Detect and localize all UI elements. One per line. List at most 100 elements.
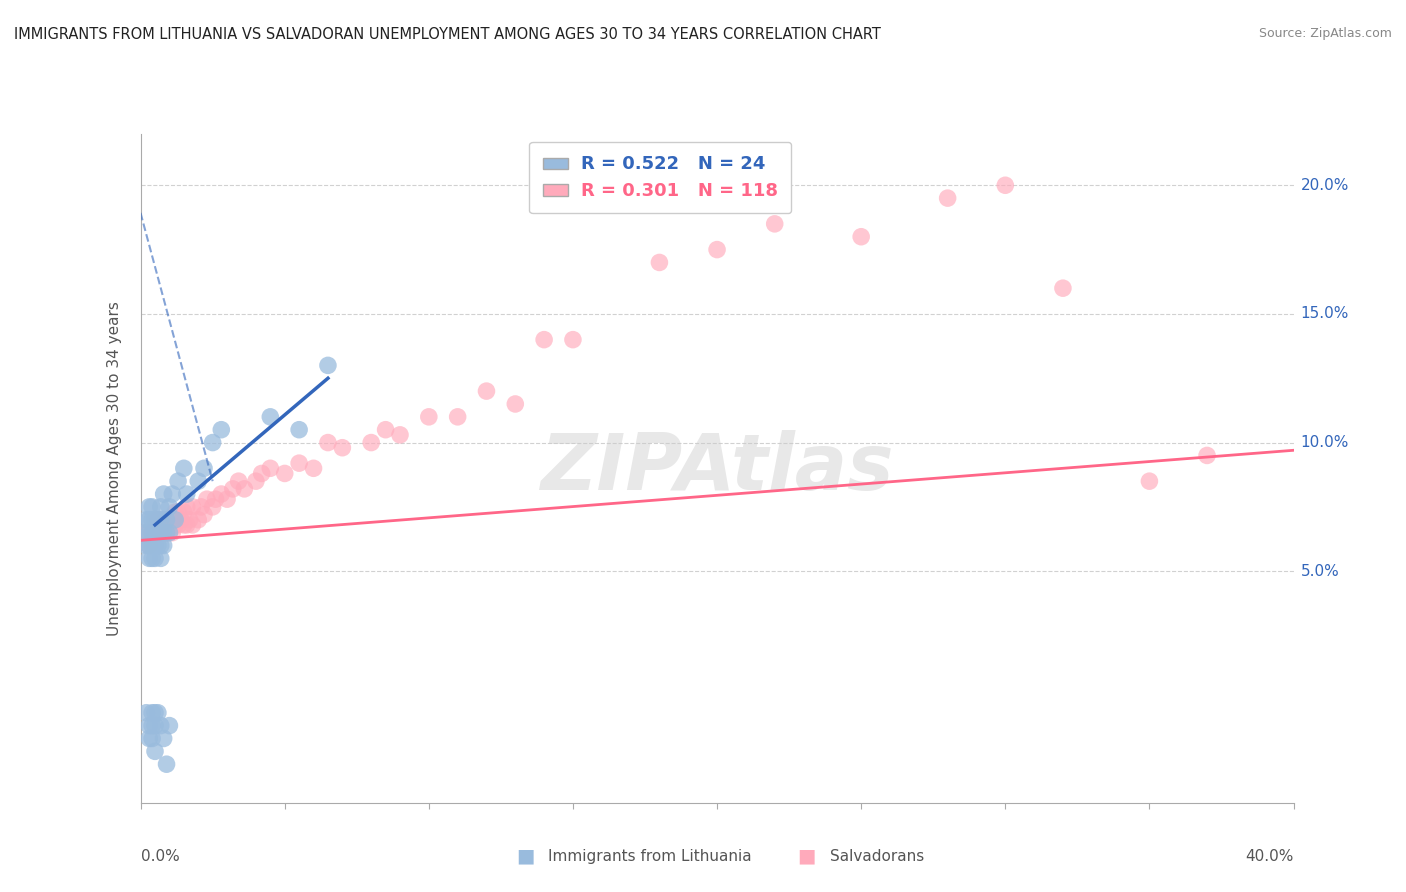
Text: Source: ZipAtlas.com: Source: ZipAtlas.com bbox=[1258, 27, 1392, 40]
Text: 15.0%: 15.0% bbox=[1301, 307, 1348, 321]
Point bbox=[138, 718, 160, 732]
Point bbox=[143, 513, 166, 527]
Point bbox=[503, 397, 526, 411]
Point bbox=[149, 525, 172, 540]
Point bbox=[143, 718, 166, 732]
Text: ■: ■ bbox=[516, 847, 534, 866]
Point bbox=[187, 474, 209, 488]
Point bbox=[217, 492, 239, 507]
Point bbox=[146, 525, 169, 540]
Point bbox=[138, 525, 160, 540]
Point bbox=[250, 467, 273, 481]
Point bbox=[201, 500, 224, 514]
Point bbox=[1195, 449, 1218, 463]
Point bbox=[152, 731, 174, 746]
Point bbox=[179, 513, 201, 527]
Point bbox=[1052, 281, 1074, 295]
Point bbox=[149, 513, 172, 527]
Point bbox=[181, 517, 204, 532]
Point bbox=[146, 525, 169, 540]
Text: Immigrants from Lithuania: Immigrants from Lithuania bbox=[548, 849, 752, 863]
Point bbox=[155, 757, 177, 772]
Point bbox=[193, 461, 215, 475]
Point bbox=[141, 525, 163, 540]
Point bbox=[143, 744, 166, 758]
Point bbox=[316, 359, 339, 373]
Point bbox=[135, 706, 157, 720]
Point bbox=[204, 492, 226, 507]
Point bbox=[143, 539, 166, 553]
Legend: R = 0.522   N = 24, R = 0.301   N = 118: R = 0.522 N = 24, R = 0.301 N = 118 bbox=[530, 142, 792, 213]
Point bbox=[143, 525, 166, 540]
Point bbox=[159, 718, 180, 732]
Text: Salvadorans: Salvadorans bbox=[830, 849, 924, 863]
Point bbox=[162, 513, 184, 527]
Point bbox=[155, 513, 177, 527]
Text: ZIPAtlas: ZIPAtlas bbox=[540, 430, 894, 507]
Point bbox=[149, 551, 172, 566]
Point bbox=[152, 525, 174, 540]
Point bbox=[141, 525, 163, 540]
Text: ■: ■ bbox=[797, 847, 815, 866]
Point bbox=[245, 474, 267, 488]
Point bbox=[165, 505, 187, 519]
Point bbox=[162, 525, 184, 540]
Point bbox=[167, 517, 190, 532]
Point bbox=[165, 513, 187, 527]
Point bbox=[143, 551, 166, 566]
Point bbox=[173, 505, 195, 519]
Point bbox=[533, 333, 555, 347]
Point bbox=[176, 487, 198, 501]
Text: 0.0%: 0.0% bbox=[141, 849, 180, 863]
Point bbox=[195, 492, 218, 507]
Point bbox=[648, 255, 671, 269]
Point bbox=[138, 551, 160, 566]
Point bbox=[388, 428, 411, 442]
Point bbox=[152, 513, 174, 527]
Point bbox=[149, 539, 172, 553]
Text: 20.0%: 20.0% bbox=[1301, 178, 1348, 193]
Point bbox=[706, 243, 728, 257]
Point bbox=[173, 517, 195, 532]
Point bbox=[152, 539, 174, 553]
Point bbox=[143, 513, 166, 527]
Point bbox=[135, 525, 157, 540]
Point bbox=[190, 500, 212, 514]
Point bbox=[138, 539, 160, 553]
Text: 10.0%: 10.0% bbox=[1301, 435, 1348, 450]
Point bbox=[288, 456, 311, 470]
Point bbox=[936, 191, 959, 205]
Text: 40.0%: 40.0% bbox=[1246, 849, 1294, 863]
Point bbox=[149, 525, 172, 540]
Point bbox=[143, 706, 166, 720]
Point bbox=[138, 513, 160, 527]
Point bbox=[209, 423, 232, 437]
Point bbox=[176, 500, 198, 514]
Point bbox=[155, 525, 177, 540]
Point bbox=[149, 513, 172, 527]
Point bbox=[259, 461, 281, 475]
Point bbox=[259, 409, 281, 424]
Point bbox=[141, 513, 163, 527]
Point bbox=[475, 384, 498, 398]
Point bbox=[209, 487, 232, 501]
Point bbox=[302, 461, 325, 475]
Point bbox=[233, 482, 256, 496]
Point bbox=[146, 513, 169, 527]
Point bbox=[138, 539, 160, 553]
Point bbox=[173, 461, 195, 475]
Point bbox=[159, 500, 180, 514]
Point bbox=[146, 706, 169, 720]
Point bbox=[201, 435, 224, 450]
Point bbox=[165, 517, 187, 532]
Point bbox=[159, 525, 180, 540]
Point bbox=[170, 513, 193, 527]
Point bbox=[562, 333, 585, 347]
Point bbox=[141, 539, 163, 553]
Point bbox=[149, 718, 172, 732]
Point bbox=[447, 409, 470, 424]
Point bbox=[146, 513, 169, 527]
Point bbox=[176, 517, 198, 532]
Point bbox=[141, 731, 163, 746]
Point bbox=[146, 539, 169, 553]
